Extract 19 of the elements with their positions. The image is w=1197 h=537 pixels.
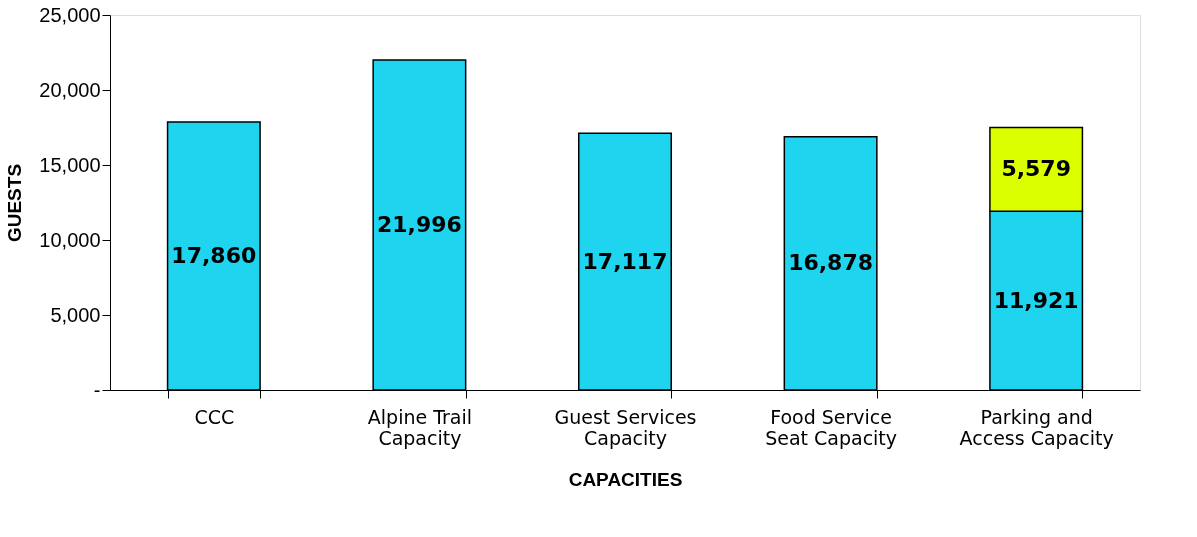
text: 17,860 (171, 243, 257, 269)
y-axis-title: GUESTS (4, 163, 26, 243)
y-tick-label: 20,000 (39, 78, 101, 101)
x-tick-label: CCC (194, 405, 235, 428)
text: 21,996 (376, 212, 462, 238)
y-tick-label: 25,000 (39, 3, 101, 26)
x-tick-label: Guest Services Capacity (554, 405, 697, 449)
x-tick-label: Food Service Seat Capacity (765, 405, 898, 449)
y-tick-label: - (93, 378, 101, 401)
data-label: 5,579 (1001, 156, 1071, 182)
y-tick-label: 10,000 (39, 228, 101, 251)
x-axis-title: CAPACITIES (568, 468, 683, 490)
x-tick-label: Parking and Access Capacity (959, 405, 1114, 449)
y-tick-label: 5,000 (50, 303, 101, 326)
text: 16,878 (788, 250, 874, 276)
x-tick-label: Alpine Trail Capacity (367, 405, 473, 449)
text: 11,921 (993, 287, 1079, 313)
text: 17,117 (582, 248, 668, 274)
y-tick-label: 15,000 (39, 153, 101, 176)
